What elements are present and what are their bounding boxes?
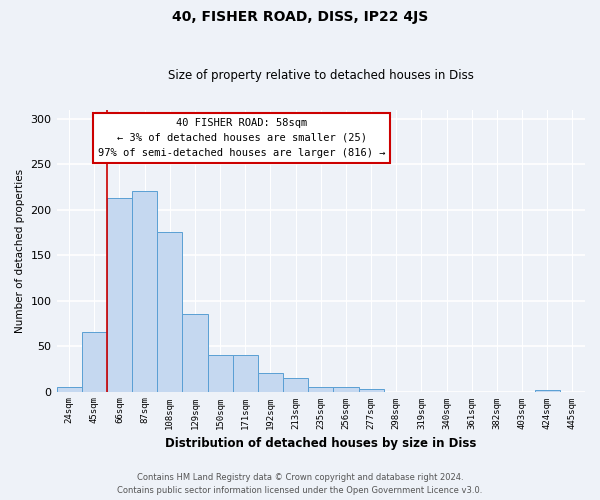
Title: Size of property relative to detached houses in Diss: Size of property relative to detached ho… (168, 69, 474, 82)
Bar (535, 390, 560, 392)
Bar (283, 378, 308, 392)
Bar (334, 387, 359, 392)
Bar (107, 198, 132, 392)
Bar (308, 387, 334, 392)
Bar (359, 389, 383, 392)
Bar (258, 374, 283, 392)
Text: 40, FISHER ROAD, DISS, IP22 4JS: 40, FISHER ROAD, DISS, IP22 4JS (172, 10, 428, 24)
X-axis label: Distribution of detached houses by size in Diss: Distribution of detached houses by size … (165, 437, 476, 450)
Text: 40 FISHER ROAD: 58sqm
← 3% of detached houses are smaller (25)
97% of semi-detac: 40 FISHER ROAD: 58sqm ← 3% of detached h… (98, 118, 385, 158)
Text: Contains HM Land Registry data © Crown copyright and database right 2024.
Contai: Contains HM Land Registry data © Crown c… (118, 473, 482, 495)
Bar (233, 355, 258, 392)
Bar (82, 332, 107, 392)
Bar (157, 232, 182, 392)
Bar (182, 314, 208, 392)
Bar (208, 355, 233, 392)
Bar (132, 192, 157, 392)
Bar (56, 387, 82, 392)
Y-axis label: Number of detached properties: Number of detached properties (15, 168, 25, 332)
